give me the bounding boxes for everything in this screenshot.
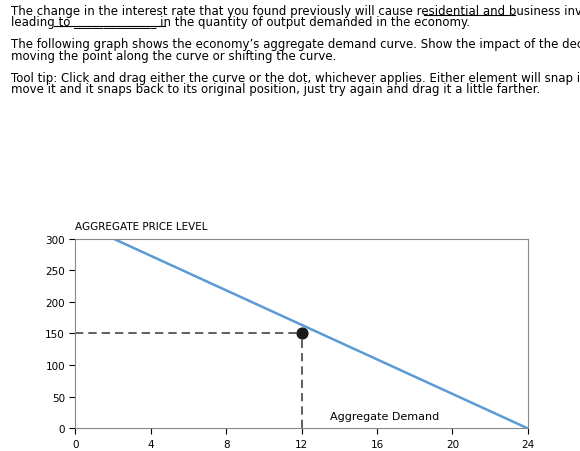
Text: move it and it snaps back to its original position, just try again and drag it a: move it and it snaps back to its origina…: [12, 83, 541, 96]
Text: AGGREGATE PRICE LEVEL: AGGREGATE PRICE LEVEL: [75, 221, 208, 231]
Text: Aggregate Demand: Aggregate Demand: [330, 411, 439, 421]
Text: The change in the interest rate that you found previously will cause residential: The change in the interest rate that you…: [12, 5, 580, 18]
Text: leading to ______________ in the quantity of output demanded in the economy.: leading to ______________ in the quantit…: [12, 16, 470, 29]
Text: The following graph shows the economy’s aggregate demand curve. Show the impact : The following graph shows the economy’s …: [12, 38, 580, 51]
Point: [297, 330, 306, 337]
Text: Tool tip: Click and drag either the curve or the dot, whichever applies. Either : Tool tip: Click and drag either the curv…: [12, 72, 580, 85]
Text: moving the point along the curve or shifting the curve.: moving the point along the curve or shif…: [12, 50, 337, 63]
